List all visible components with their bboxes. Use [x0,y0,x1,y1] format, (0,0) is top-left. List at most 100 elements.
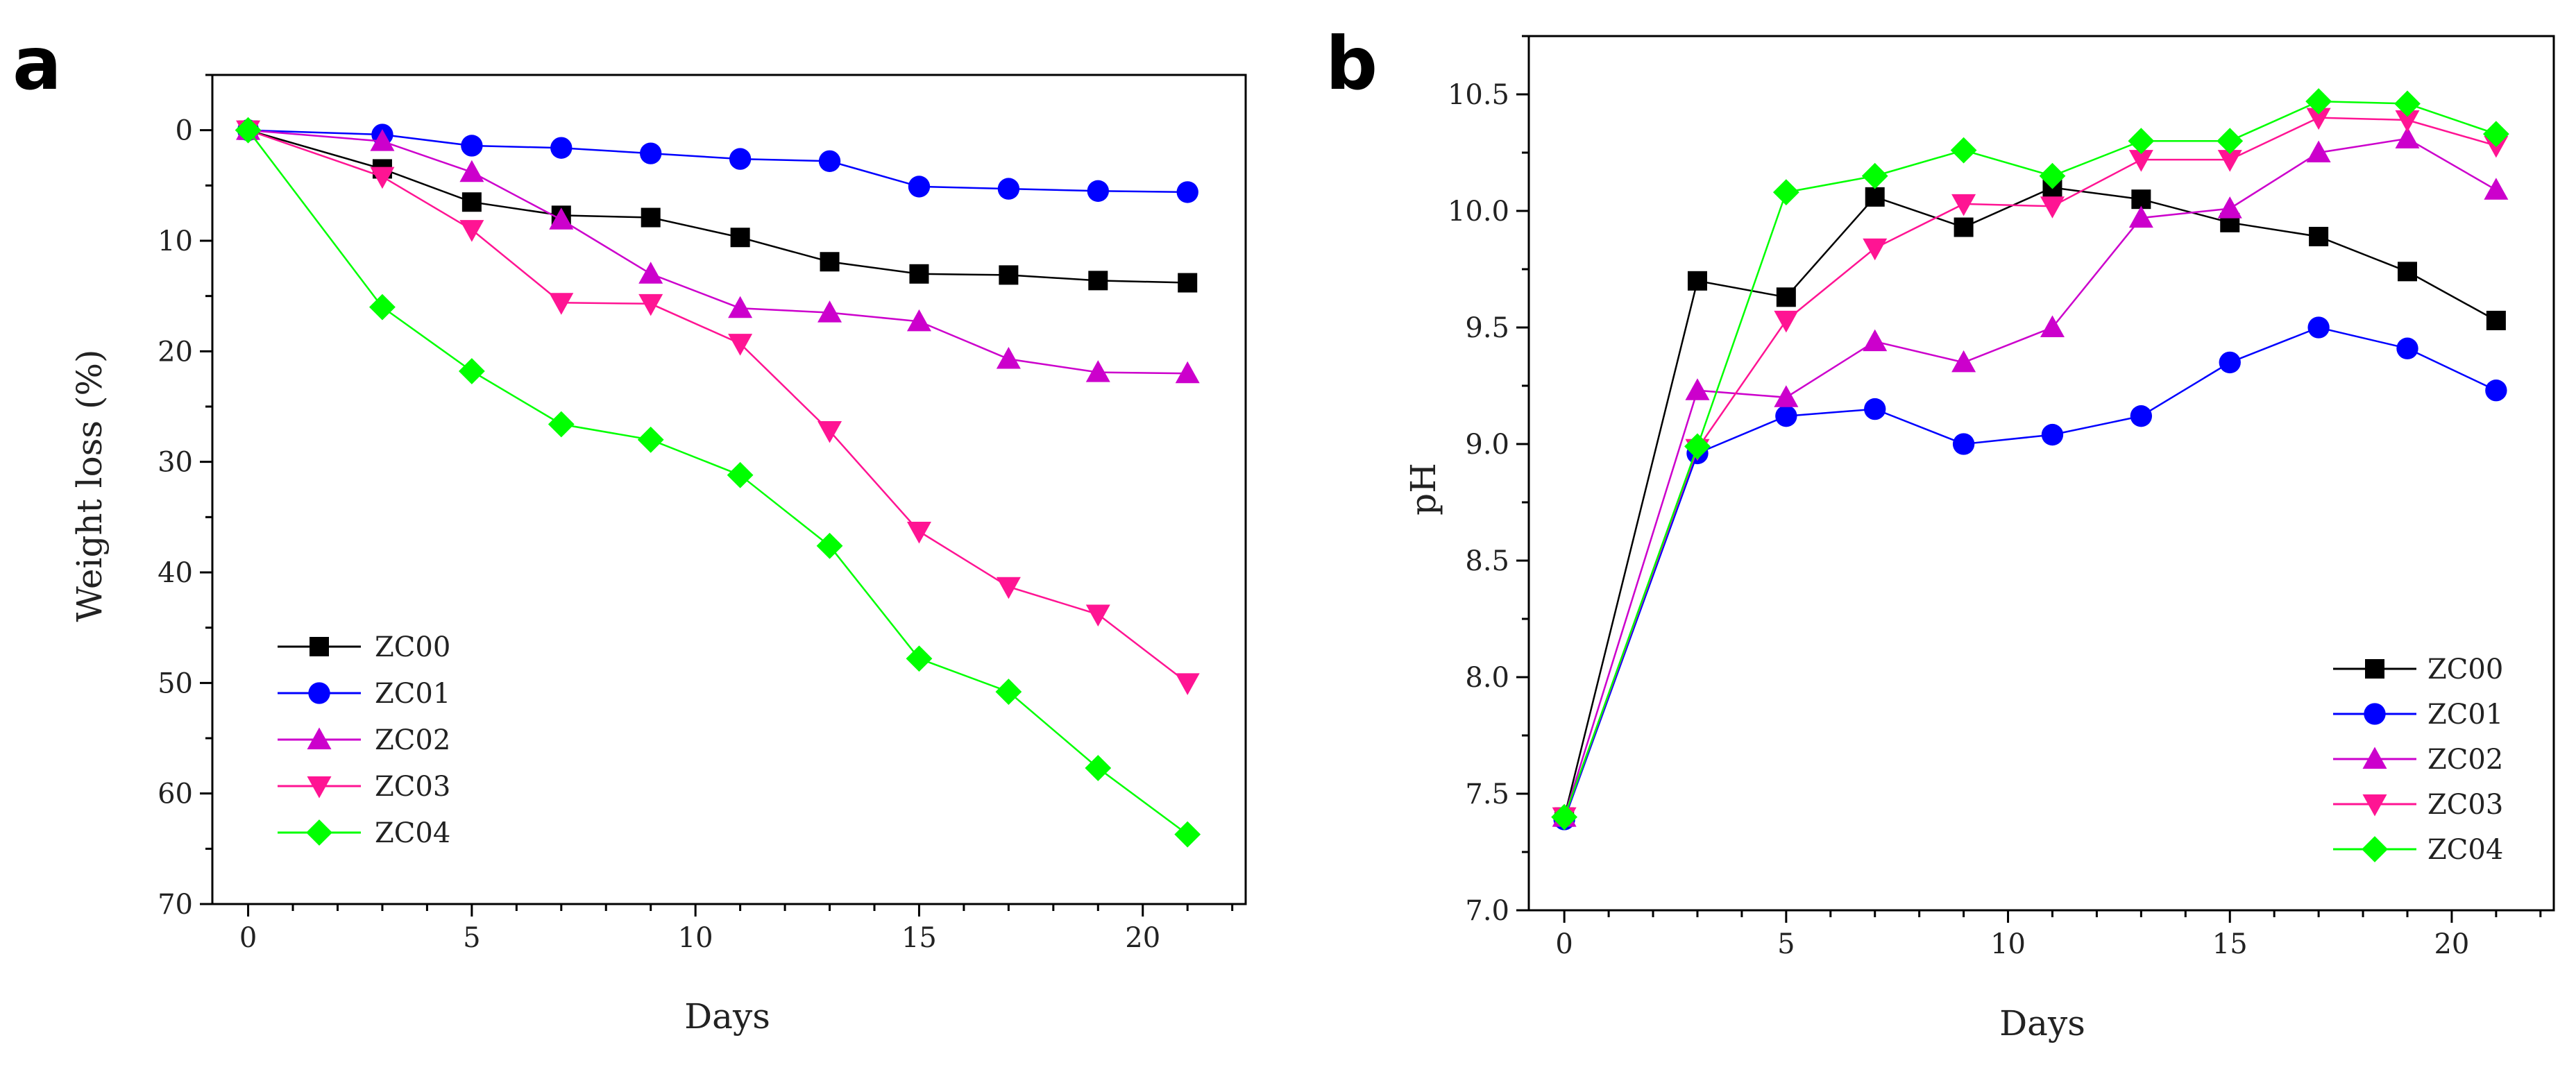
panel-b-series-zc04-point [1684,433,1711,460]
panel-a-series-zc02-point [728,296,753,318]
panel-b-series-zc02-point [2395,126,2420,148]
panel-a-series-zc03-point [728,334,753,356]
panel-b-x-axis-label: Days [1999,1003,2085,1043]
panel-a-series-zc02-point [1175,361,1200,384]
panel-b-series-zc00-point [2486,310,2506,330]
panel-a-series-zc04-point [1085,755,1112,781]
panel-b-axes-frame [1527,35,2555,912]
panel-a-y-tick-label: 10 [158,225,193,257]
panel-a-series-zc01-point [908,176,931,198]
panel-b: b 0 5 10 15 20 7.0 7.5 8.0 8.5 9.0 9.5 10.0 10.5 ZC00… [1325,22,2555,1043]
panel-a-series-zc01-point [550,137,573,159]
panel-a-legend-label-zc02: ZC02 [375,724,450,756]
panel-b-legend-label-zc00: ZC00 [2427,654,2503,685]
panel-b-series-zc02-point [1774,385,1799,407]
panel-a-legend-marker-zc03 [307,776,332,799]
panel-b-series-zc01-point [2485,380,2507,402]
panel-a-legend-marker-zc04 [306,819,332,846]
panel-a-series-zc00-point [909,264,929,284]
panel-a-series-zc00-point [999,265,1019,285]
panel-a-series-zc03-point [638,293,663,316]
panel-b-x-tick-label: 15 [2212,928,2248,960]
panel-a-series-zc01-point [461,135,483,157]
panel-b-series-zc04-point [1772,179,1799,206]
panel-b-legend-label-zc03: ZC03 [2427,789,2503,821]
panel-a-series-zc01-point [997,178,1020,200]
panel-b-series-zc04-point [2305,88,2332,114]
panel-b-series-zc03-point [1863,238,1888,261]
panel-b-legend-label-zc02: ZC02 [2427,744,2503,776]
panel-a-series-zc00-point [461,192,482,212]
panel-a-series-zc01-point [729,148,752,170]
panel-b-x-tick-label: 5 [1777,928,1795,960]
panel-a-series-zc03-point [1085,604,1110,627]
panel-b-series-zc00-point [2398,262,2417,282]
panel-b-legend-label-zc04: ZC04 [2427,834,2503,866]
panel-a-series-zc03-point [459,220,484,242]
panel-b-legend-marker-zc01 [2364,703,2386,725]
panel-b-series-zc03-point [2128,150,2153,172]
panel-b-series-zc01-point [2219,351,2241,374]
panel-a-y-tick-label: 50 [158,667,193,699]
panel-a-series-zc00-point [641,207,661,228]
panel-b-series-zc04-point [2394,90,2421,117]
panel-a-legend-label-zc04: ZC04 [375,817,450,849]
panel-a-series-zc02-point [370,129,395,151]
panel-a-series-zc04-point [548,411,575,438]
panel-b-legend-marker-zc00 [2365,659,2384,679]
panel-a-series-zc01-point [1087,180,1109,202]
panel-a-x-axis-label: Days [684,996,770,1037]
panel-a-series-zc02-point [459,160,484,182]
panel-b-series-zc01-point [2041,423,2064,446]
panel-b-series-zc03-point [2040,196,2065,219]
panel-a-legend-label-zc03: ZC03 [375,771,450,803]
panel-b-series-zc02-point [2040,315,2065,337]
panel-a-series-zc02-point [996,346,1021,369]
panel-b-series-zc03-point [1951,194,1976,216]
panel-b-y-tick-label: 7.0 [1465,895,1509,927]
panel-b-y-tick-label: 8.0 [1465,662,1509,694]
panel-b-legend: ZC00 ZC01 ZC02 ZC03 ZC04 [2333,654,2503,866]
panel-a-series-zc04-point [995,679,1022,705]
panel-b-legend-label-zc01: ZC01 [2427,699,2503,731]
panel-a-y-tick-label: 0 [176,115,193,147]
panel-b-plot: 0 5 10 15 207.07.58.08.59.09.510.010.5ZC00ZC… [1448,35,2555,960]
panel-a-series-zc04-point [369,293,396,321]
panel-a-series-zc04-point [906,645,933,672]
panel-b-series-zc02-point [2306,140,2331,162]
panel-a-y-tick-label: 20 [158,336,193,368]
panel-a-series-zc04-point [235,117,262,144]
panel-a-legend-marker-zc02 [307,727,332,749]
panel-a-series-zc03-point [817,421,842,443]
panel-b-legend-marker-zc03 [2362,794,2387,817]
panel-a-series-zc00-point [1178,273,1198,293]
panel-b-series-zc01-point [2307,316,2330,339]
panel-b-y-tick-label: 8.5 [1465,545,1509,577]
panel-b-series-zc02-point [1863,329,1888,352]
panel-a-legend-label-zc00: ZC00 [375,631,450,663]
panel-b-series-zc03-point [2306,108,2331,130]
panel-b-y-tick-label: 9.5 [1465,312,1509,344]
panel-b-series-zc01-point [1775,405,1797,427]
panel-b-series-zc00-point [1687,271,1707,291]
panel-a-series-zc04-point [458,358,485,384]
panel-a-y-tick-label: 70 [158,889,193,921]
panel-b-series-zc04-point [2128,128,2155,155]
panel-a-legend: ZC00 ZC01 ZC02 ZC03 ZC04 [278,631,450,849]
panel-b-series-zc04-point [2217,128,2244,155]
panel-a-series-zc02-point [1085,360,1110,382]
panel-b-series-zc03-point [2395,110,2420,133]
panel-a-series-zc00-point [730,228,750,248]
panel-b-series-zc00-point [1776,287,1796,307]
panel-a-legend-marker-zc01 [308,682,330,704]
panel-b-letter: b [1325,22,1378,106]
panel-b-x-tick-label: 20 [2434,928,2469,960]
panel-a-letter: a [12,22,62,106]
panel-a-series-zc01-point [818,150,841,172]
panel-b-series-zc04-point [1950,137,1977,164]
panel-b-series-zc04-point [2039,162,2066,189]
panel-a-series-zc03-point [370,167,395,189]
panel-a-x-tick-label: 10 [678,922,713,954]
panel-b-series-zc04-point [1551,803,1578,830]
panel-a-series-zc03-point [996,577,1021,599]
